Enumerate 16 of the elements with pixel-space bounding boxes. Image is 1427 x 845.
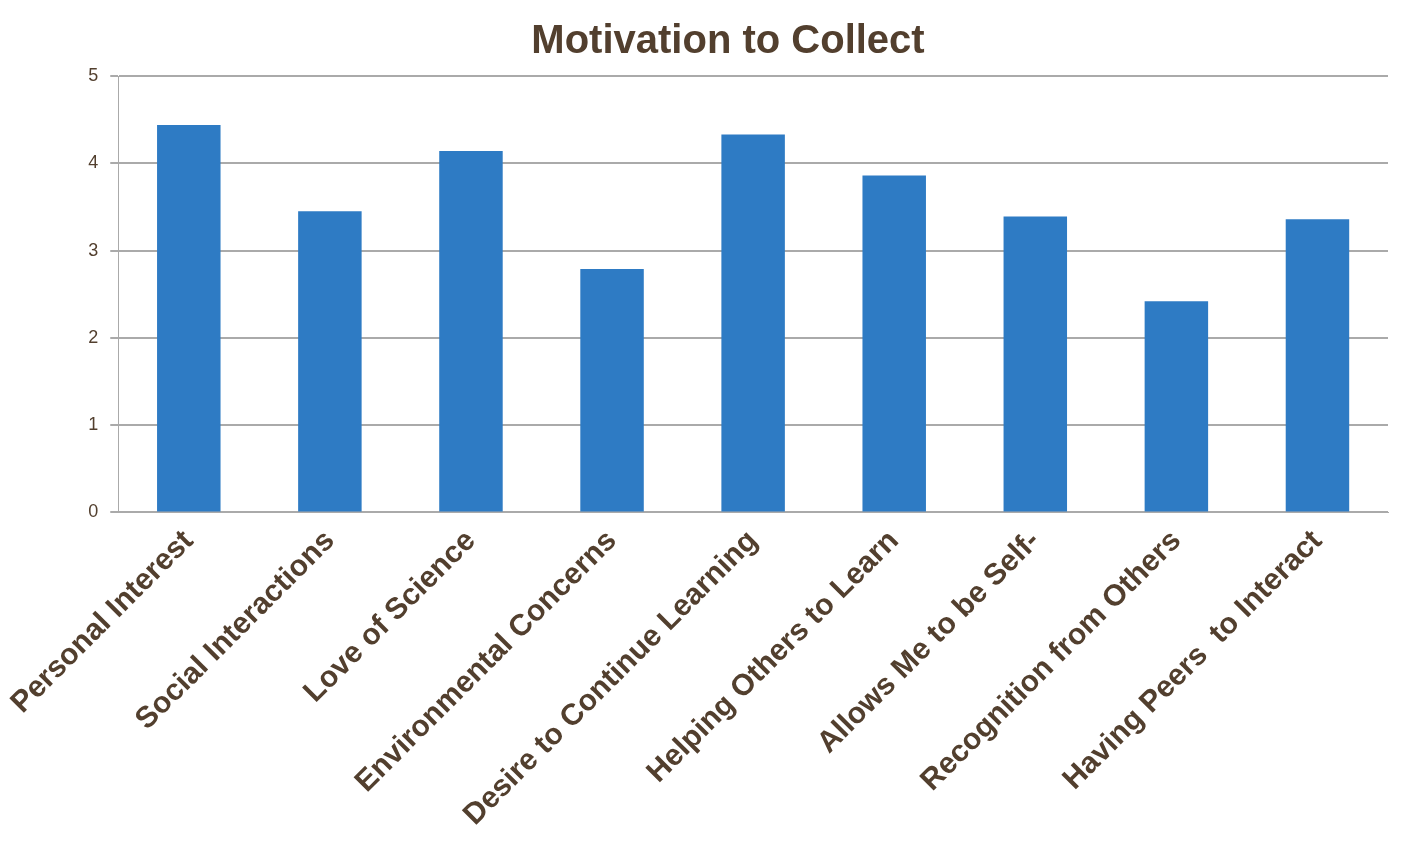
bar	[1285, 219, 1350, 512]
y-tick-label: 3	[88, 239, 99, 260]
y-tick-label: 0	[88, 501, 99, 522]
y-tick-label: 5	[88, 64, 99, 85]
y-tick-label: 4	[88, 152, 99, 173]
y-tick-label: 1	[88, 414, 99, 435]
bar	[580, 268, 644, 512]
bar	[439, 151, 503, 512]
bar	[1144, 301, 1209, 512]
bar	[157, 124, 221, 512]
bar	[298, 211, 362, 512]
chart-title: Motivation to Collect	[531, 17, 925, 62]
bar	[721, 134, 785, 512]
bar	[1003, 216, 1068, 512]
bar	[862, 175, 926, 512]
y-tick-label: 2	[88, 326, 99, 347]
